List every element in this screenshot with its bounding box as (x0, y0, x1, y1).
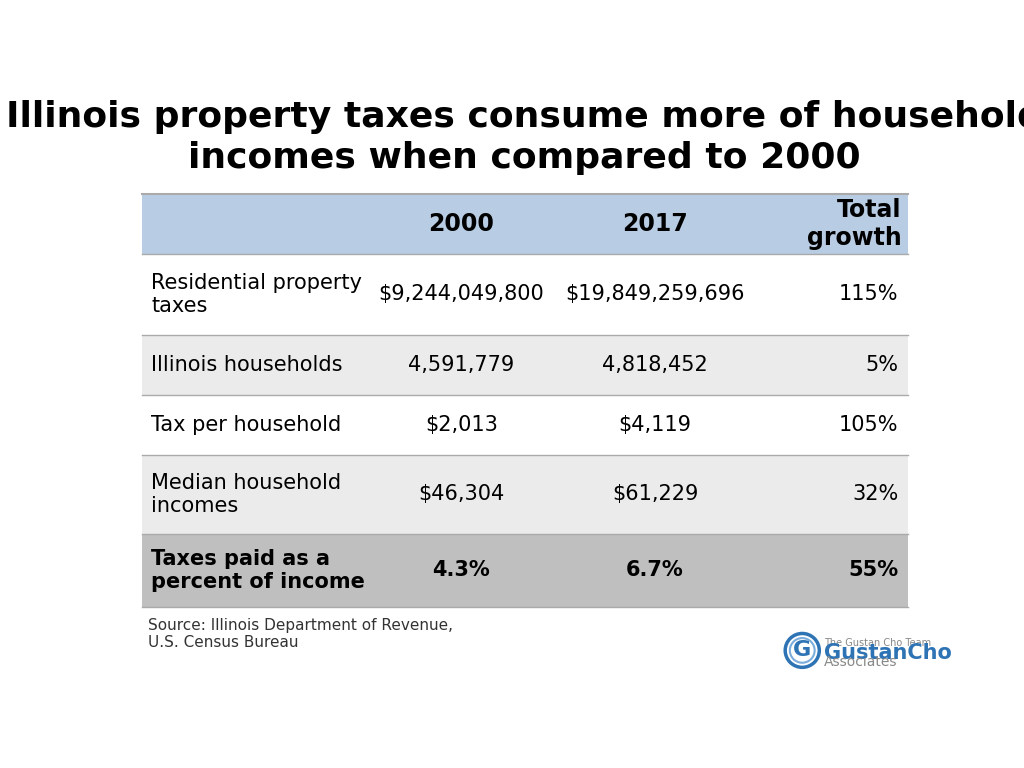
Bar (142, 455, 907, 534)
Bar (142, 534, 907, 607)
Text: 55%: 55% (848, 561, 898, 581)
Bar (142, 254, 907, 335)
Text: Total
growth: Total growth (807, 198, 901, 250)
Text: Illinois households: Illinois households (152, 355, 343, 375)
Text: Illinois property taxes consume more of household
incomes when compared to 2000: Illinois property taxes consume more of … (6, 100, 1024, 174)
Text: 4,591,779: 4,591,779 (409, 355, 514, 375)
Text: 2017: 2017 (623, 212, 688, 236)
Text: Median household
incomes: Median household incomes (152, 473, 341, 516)
Bar (142, 455, 907, 534)
Text: Taxes paid as a
percent of income: Taxes paid as a percent of income (152, 548, 366, 592)
Text: 2000: 2000 (428, 212, 495, 236)
Bar (142, 395, 907, 455)
Text: $19,849,259,696: $19,849,259,696 (565, 284, 744, 304)
Text: $46,304: $46,304 (418, 485, 505, 505)
Bar (142, 335, 907, 395)
Text: 32%: 32% (852, 485, 898, 505)
Text: 4,818,452: 4,818,452 (602, 355, 708, 375)
Bar (142, 335, 907, 395)
Bar (142, 194, 907, 254)
Text: $61,229: $61,229 (611, 485, 698, 505)
Text: 5%: 5% (865, 355, 898, 375)
Text: The Gustan Cho Team: The Gustan Cho Team (824, 637, 931, 647)
Text: $9,244,049,800: $9,244,049,800 (379, 284, 544, 304)
Text: Source: Illinois Department of Revenue,
U.S. Census Bureau: Source: Illinois Department of Revenue, … (148, 618, 454, 650)
Text: Residential property
taxes: Residential property taxes (152, 273, 362, 316)
Text: 105%: 105% (839, 415, 898, 435)
Bar (142, 254, 907, 335)
Text: GustanCho: GustanCho (824, 643, 952, 663)
Text: 115%: 115% (839, 284, 898, 304)
Text: $2,013: $2,013 (425, 415, 498, 435)
Bar (142, 395, 907, 455)
Text: $4,119: $4,119 (618, 415, 691, 435)
Text: 6.7%: 6.7% (626, 561, 684, 581)
Text: Tax per household: Tax per household (152, 415, 341, 435)
Text: 4.3%: 4.3% (432, 561, 490, 581)
Bar (142, 534, 907, 607)
Text: Associates: Associates (824, 655, 897, 669)
Text: G: G (794, 641, 811, 660)
